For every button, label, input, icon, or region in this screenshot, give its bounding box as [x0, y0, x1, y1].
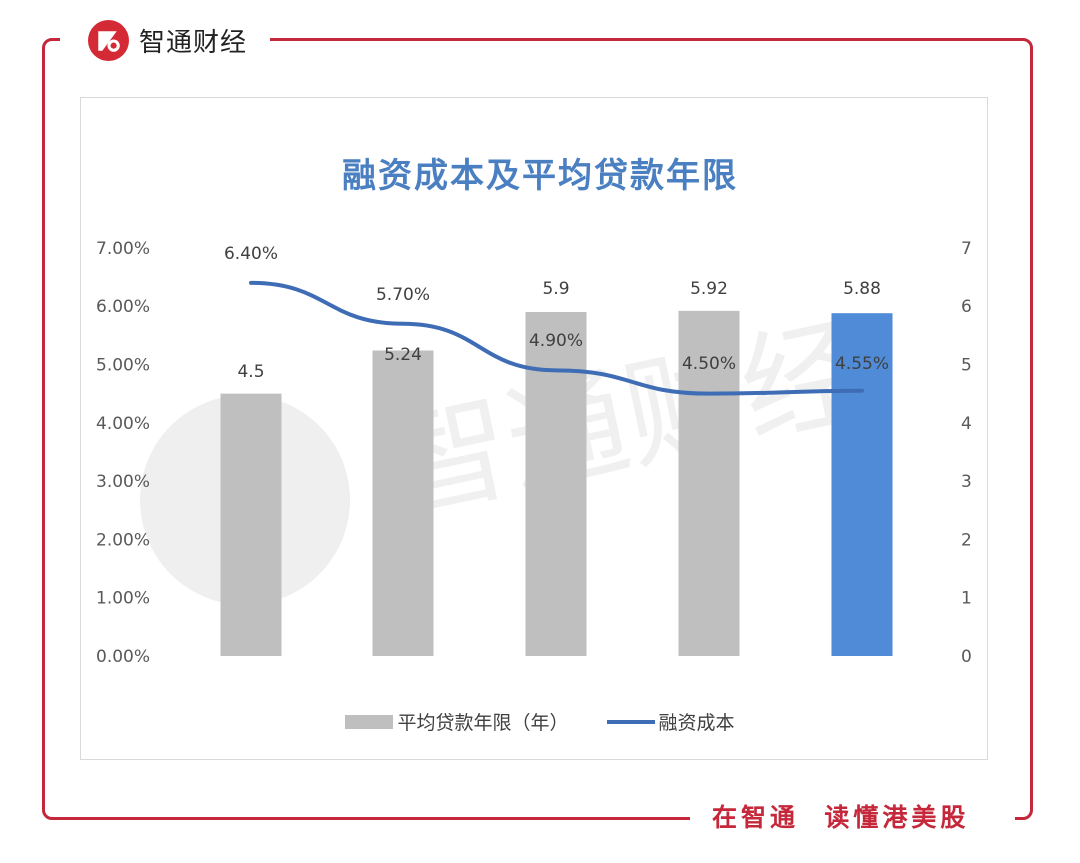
right-axis-tick: 5 — [961, 356, 972, 376]
bar-data-label: 5.24 — [384, 345, 422, 365]
line-data-label: 6.40% — [224, 244, 278, 264]
left-axis-tick: 7.00% — [96, 239, 150, 259]
right-axis-tick: 2 — [961, 530, 972, 550]
bar — [525, 312, 587, 656]
bar-data-label: 5.88 — [843, 279, 881, 299]
right-axis: 0 1 2 3 4 5 6 7 — [961, 239, 972, 667]
bar-data-label: 5.92 — [690, 279, 728, 299]
watermark-text: 智通财经 — [377, 303, 875, 539]
legend-bar-label: 平均贷款年限（年） — [397, 712, 569, 734]
line-data-label: 4.50% — [682, 354, 736, 374]
brand-header: 智通财经 — [88, 19, 248, 61]
bar-data-label: 4.5 — [237, 362, 264, 382]
left-axis-tick: 6.00% — [96, 297, 150, 317]
line-path — [249, 280, 864, 396]
zhitong-logo-icon — [88, 19, 129, 61]
legend-line-swatch — [606, 719, 655, 724]
left-axis-tick: 2.00% — [96, 530, 150, 550]
chart-legend: 平均贷款年限（年） 融资成本 — [0, 708, 1080, 735]
right-axis-tick: 3 — [961, 472, 972, 492]
line-data-label: 4.55% — [835, 354, 889, 374]
left-axis: 0.00% 1.00% 2.00% 3.00% 4.00% 5.00% 6.00% 7.00% — [96, 239, 150, 667]
line-series — [249, 280, 864, 396]
left-axis-tick: 3.00% — [96, 472, 150, 492]
right-axis-tick: 4 — [961, 414, 972, 434]
line-data-label: 5.70% — [376, 285, 430, 305]
bar-data-label: 5.9 — [542, 279, 569, 299]
footer-slogan: 在智通 读懂港美股 — [712, 803, 970, 832]
line-data-label: 4.90% — [529, 331, 583, 351]
frame-gap-bottom — [690, 810, 1015, 832]
legend-item-bar: 平均贷款年限（年） — [345, 708, 569, 735]
legend-item-line: 融资成本 — [606, 708, 735, 735]
bar-series — [220, 310, 893, 656]
bar — [678, 310, 740, 656]
bar — [831, 313, 893, 656]
bar — [372, 350, 434, 656]
right-axis-tick: 7 — [961, 239, 972, 259]
right-axis-tick: 1 — [961, 589, 972, 609]
left-axis-tick: 1.00% — [96, 589, 150, 609]
legend-bar-swatch — [345, 714, 394, 729]
left-axis-tick: 5.00% — [96, 356, 150, 376]
right-axis-tick: 0 — [961, 647, 972, 667]
left-axis-tick: 4.00% — [96, 414, 150, 434]
left-axis-tick: 0.00% — [96, 647, 150, 667]
page-frame — [42, 38, 1033, 820]
legend-line-label: 融资成本 — [658, 712, 735, 734]
brand-name: 智通财经 — [139, 27, 248, 58]
bar — [220, 393, 282, 656]
right-axis-tick: 6 — [961, 297, 972, 317]
chart-title: 融资成本及平均贷款年限 — [342, 156, 738, 196]
data-labels: 4.5 5.24 5.9 5.92 5.88 6.40% 5.70% 4.90% 4.50% 4.… — [224, 244, 889, 382]
